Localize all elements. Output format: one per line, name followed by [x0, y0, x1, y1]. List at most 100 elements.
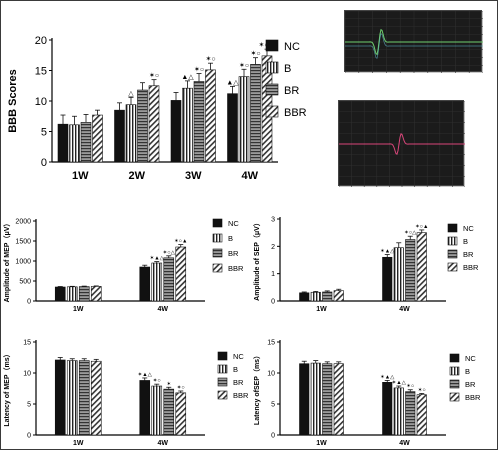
bar	[238, 76, 250, 163]
bar	[299, 292, 310, 302]
bar	[175, 392, 187, 436]
legend-swatch	[449, 379, 460, 389]
legend-label: NC	[284, 41, 300, 53]
y-tick-label: 5	[271, 401, 275, 408]
bar	[382, 381, 393, 436]
legend-swatch	[265, 61, 279, 74]
y-tick-label: 2	[271, 244, 275, 251]
y-tick-label: 15	[267, 339, 275, 346]
bar	[114, 109, 125, 163]
bar	[393, 247, 404, 302]
legend-swatch	[212, 218, 223, 228]
y-axis-label: Amplitude of MEP（μV）	[3, 220, 11, 303]
legend-label: NC	[233, 352, 244, 361]
y-tick-label: 0	[271, 298, 275, 305]
y-tick-label: 500	[19, 278, 31, 285]
y-tick-label: 0	[27, 298, 31, 305]
legend-swatch	[265, 39, 279, 52]
significance-marker: ✶○▲	[415, 223, 428, 230]
legend-label: B	[463, 237, 468, 246]
legend-label: BR	[463, 250, 474, 259]
bar	[137, 89, 148, 163]
y-tick-label: 5	[41, 126, 47, 138]
significance-marker: ▲△	[181, 74, 194, 81]
legend-label: BR	[233, 378, 244, 387]
bar	[151, 385, 163, 436]
bar	[182, 87, 193, 163]
legend-swatch	[447, 223, 458, 233]
legend-swatch	[217, 390, 228, 400]
legend-swatch	[212, 263, 223, 273]
bar	[322, 291, 333, 302]
bar	[54, 286, 66, 302]
y-tick-label: 1000	[15, 258, 31, 265]
bar	[80, 122, 92, 163]
bar	[227, 93, 238, 163]
significance-marker: ✶○	[153, 377, 161, 384]
legend-swatch	[447, 262, 458, 272]
significance-marker: ✶▲△	[380, 373, 395, 380]
y-tick-label: 3	[271, 216, 275, 223]
significance-marker: ✶○	[149, 72, 159, 80]
legend-swatch	[449, 392, 460, 402]
waveform-trace	[345, 28, 483, 56]
bar	[92, 114, 103, 163]
y-tick-label: 10	[35, 96, 47, 108]
bar	[416, 394, 427, 436]
significance-marker: ▲△	[226, 79, 239, 86]
legend-label: BBR	[233, 391, 249, 400]
sep-amplitude-chart: 0 1 2 3 Amplitude of SEP（μV） 1W ✶▲△ ✶○△✶○▲ 4W NC B…	[253, 216, 479, 313]
x-tick-label: 1W	[316, 440, 327, 447]
significance-marker: ✶○	[418, 386, 426, 393]
bar	[175, 246, 187, 302]
bar	[125, 104, 137, 163]
significance-marker: ✶	[166, 380, 171, 387]
bar	[54, 359, 66, 436]
y-tick-label: 0	[271, 432, 275, 439]
waveform-trace-secondary	[345, 33, 483, 59]
significance-marker: ✶▲△	[380, 248, 395, 255]
bar	[333, 290, 344, 302]
bar	[78, 360, 90, 436]
bar	[205, 69, 216, 163]
bar	[405, 391, 416, 436]
y-tick-label: 1500	[15, 238, 31, 245]
bar	[250, 64, 261, 163]
y-tick-label: 2000	[15, 218, 31, 225]
bar	[57, 123, 69, 163]
waveform-trace	[339, 133, 465, 155]
legend-label: BBR	[463, 263, 479, 272]
significance-marker: ✶▲△	[138, 371, 153, 378]
significance-marker: ✶○△	[163, 249, 176, 256]
bar	[310, 362, 321, 436]
legend-label: BBR	[465, 393, 481, 402]
bar	[90, 286, 102, 302]
y-tick-label: 0	[27, 432, 31, 439]
bar	[151, 262, 163, 302]
legend-label: BBR	[284, 107, 307, 119]
legend-label: BR	[284, 85, 299, 97]
bar	[139, 380, 151, 436]
legend-label: BR	[228, 249, 239, 258]
significance-marker: ✶○▲	[174, 238, 187, 245]
mep-trace-image	[344, 10, 483, 73]
x-tick-label: 1W	[316, 306, 327, 313]
legend-label: NC	[228, 219, 239, 228]
significance-marker: ✶○	[205, 55, 215, 63]
significance-marker: ✶▲△	[150, 255, 165, 262]
legend-swatch	[265, 105, 279, 118]
y-tick-label: 10	[267, 370, 275, 377]
legend-swatch	[212, 248, 223, 258]
bar	[170, 100, 182, 163]
x-tick-label: 4W	[158, 306, 169, 313]
legend-label: NC	[463, 224, 474, 233]
x-tick-label: 1W	[72, 170, 89, 182]
y-tick-label: 10	[23, 370, 31, 377]
bar	[310, 291, 321, 302]
x-tick-label: 3W	[185, 170, 202, 182]
bar	[333, 363, 344, 436]
legend-swatch	[217, 377, 228, 387]
